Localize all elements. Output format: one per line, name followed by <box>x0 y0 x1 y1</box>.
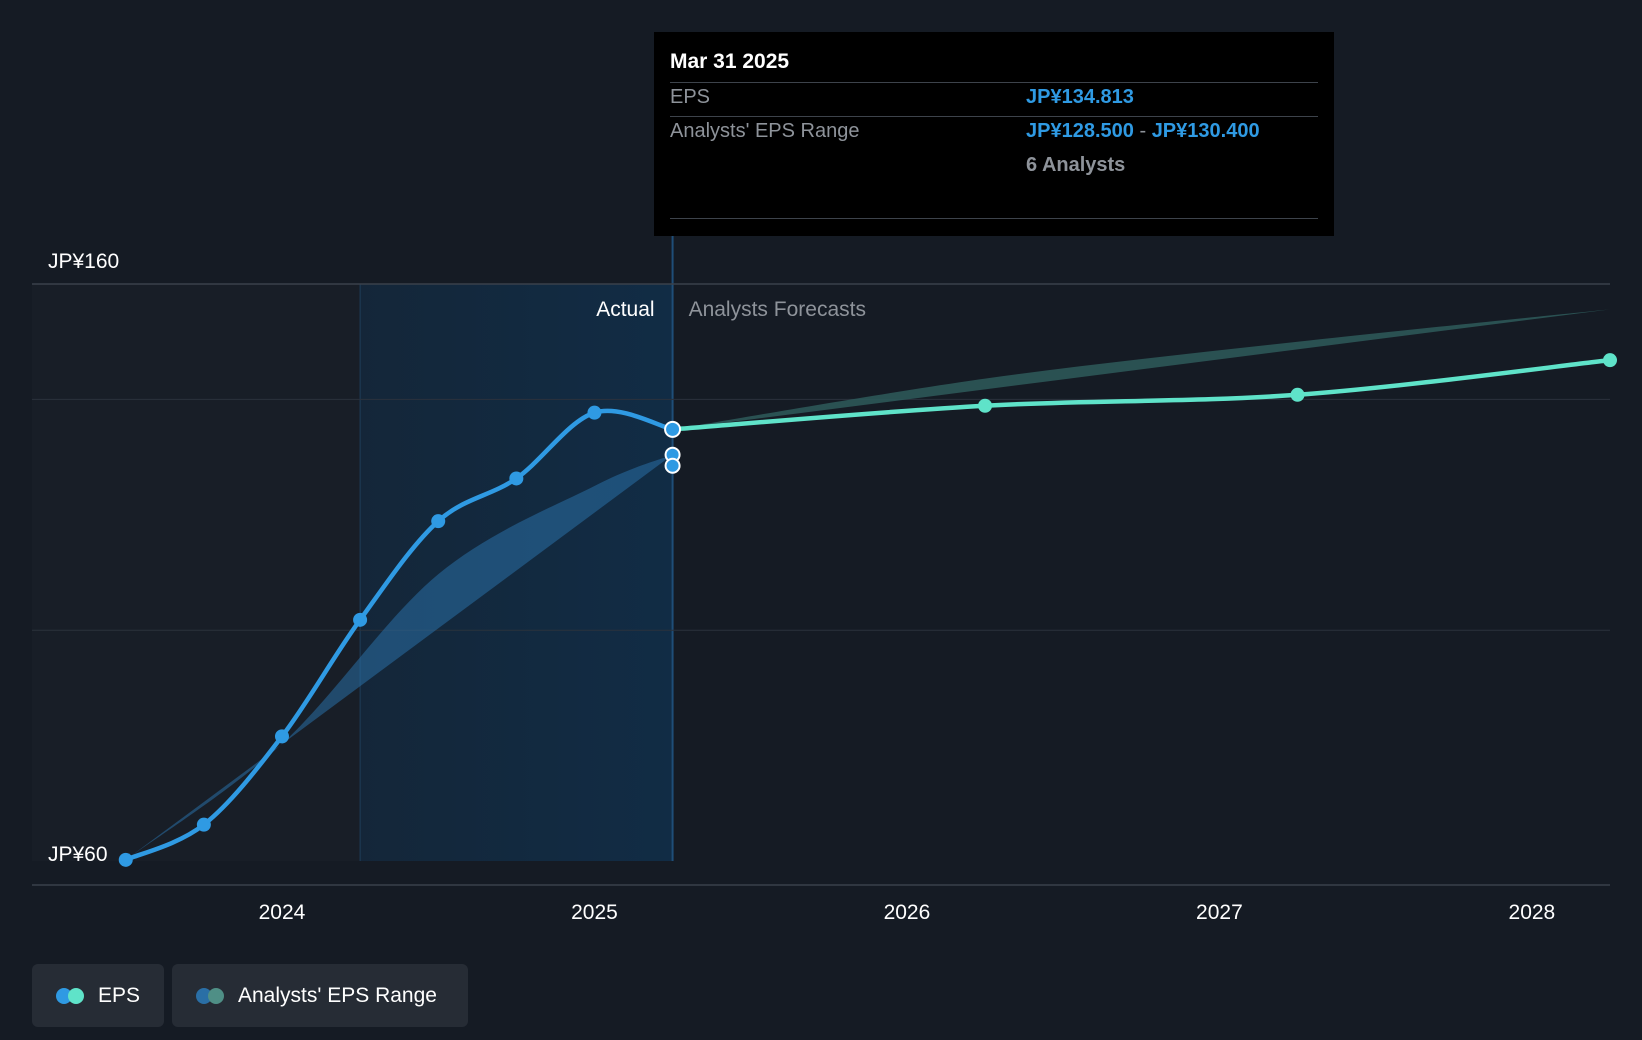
eps-actual-line <box>123 408 675 863</box>
x-tick-label: 2028 <box>1509 901 1556 924</box>
tooltip-eps-label: EPS <box>670 86 711 108</box>
legend-range-label: Analysts' EPS Range <box>238 983 437 1007</box>
legend-item-analysts-range[interactable]: Analysts' EPS Range <box>172 964 468 1027</box>
chart-background-layer <box>32 236 674 861</box>
eps-forecast-point <box>978 398 993 413</box>
forecast-dot-icon <box>68 987 84 1004</box>
eps-legend-icon <box>56 987 86 1004</box>
tooltip-range-low: JP¥128.500 <box>1026 120 1134 142</box>
eps-point <box>353 612 368 627</box>
x-tick-label: 2025 <box>571 901 618 924</box>
chart-grid-layer <box>32 283 1610 886</box>
range-legend-icon <box>196 987 226 1004</box>
tooltip-divider <box>670 116 1318 117</box>
highlight-region <box>360 284 673 861</box>
analysts-range-band-forecast <box>672 309 1610 430</box>
chart-text-layer: JP¥160 JP¥60 2024 2025 2026 2027 2028 Actual Ana… <box>48 250 1555 924</box>
tooltip-divider <box>670 82 1318 83</box>
eps-point <box>509 471 524 486</box>
tooltip-range-value: JP¥128.500 - JP¥130.400 <box>1026 120 1260 143</box>
eps-forecast-line <box>670 357 1613 432</box>
eps-point <box>274 729 289 744</box>
eps-point-selected <box>664 420 682 438</box>
eps-point <box>118 852 133 867</box>
actual-region-label: Actual <box>596 298 654 321</box>
chart-points-layer <box>118 353 1617 867</box>
y-tick-label: JP¥160 <box>48 250 119 273</box>
eps-point <box>431 514 446 529</box>
forecast-region-label: Analysts Forecasts <box>689 298 866 321</box>
x-tick-label: 2026 <box>884 901 931 924</box>
tooltip-range-label: Analysts' EPS Range <box>670 120 860 142</box>
tooltip-range-separator: - <box>1139 120 1147 142</box>
legend-eps-label: EPS <box>98 983 141 1007</box>
eps-point <box>587 405 602 420</box>
range-point-selected <box>664 457 681 474</box>
legend-item-eps[interactable]: EPS <box>32 964 164 1027</box>
eps-tooltip: Mar 31 2025 EPS JP¥134.813 Analysts' EPS… <box>654 32 1334 236</box>
x-tick-label: 2024 <box>259 901 306 924</box>
eps-forecast-point <box>1290 387 1305 402</box>
eps-point <box>196 817 211 832</box>
chart-lines-layer <box>123 357 1613 863</box>
eps-forecast-point <box>1603 353 1617 368</box>
x-tick-label: 2027 <box>1196 901 1243 924</box>
tooltip-range-high: JP¥130.400 <box>1151 120 1260 142</box>
tooltip-eps-value: JP¥134.813 <box>1026 86 1134 108</box>
tooltip-analyst-count: 6 Analysts <box>1026 154 1126 176</box>
tooltip-divider <box>670 218 1318 219</box>
range-forecast-dot-icon <box>208 987 224 1004</box>
y-tick-label: JP¥60 <box>48 843 108 866</box>
tooltip-date: Mar 31 2025 <box>670 50 790 73</box>
